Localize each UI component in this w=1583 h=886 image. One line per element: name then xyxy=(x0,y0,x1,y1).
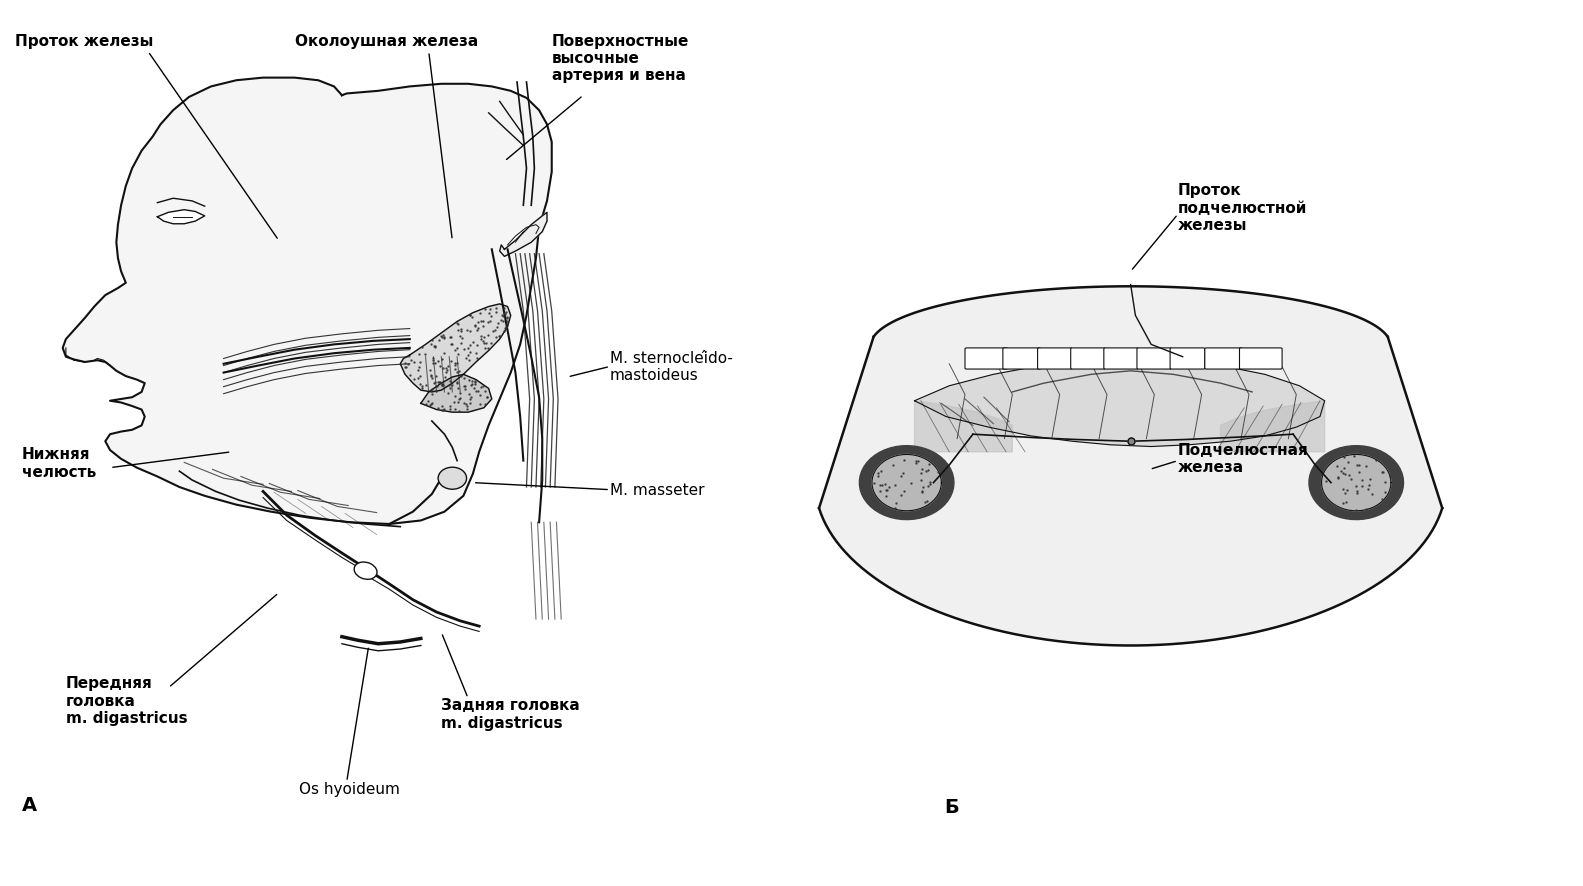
Text: Нижняя
челюсть: Нижняя челюсть xyxy=(22,447,97,480)
Polygon shape xyxy=(421,374,492,412)
FancyBboxPatch shape xyxy=(1239,348,1282,369)
Text: M. masseter: M. masseter xyxy=(609,483,704,498)
Text: Подчелюстная
железа: Подчелюстная железа xyxy=(1178,443,1309,476)
Text: M. sternocleîdo-
mastoideus: M. sternocleîdo- mastoideus xyxy=(609,351,733,383)
FancyBboxPatch shape xyxy=(1070,348,1105,369)
Polygon shape xyxy=(872,455,942,511)
Text: Околоушная железа: Околоушная железа xyxy=(294,34,478,49)
Polygon shape xyxy=(400,304,511,392)
Text: Проток
подчелюстной
железы: Проток подчелюстной железы xyxy=(1178,183,1308,233)
Polygon shape xyxy=(915,357,1325,447)
Polygon shape xyxy=(860,446,955,519)
Text: А: А xyxy=(22,796,36,815)
Polygon shape xyxy=(1309,446,1404,519)
Text: Поверхностные
высочные
артерия и вена: Поверхностные высочные артерия и вена xyxy=(552,34,689,83)
Polygon shape xyxy=(63,78,552,524)
Ellipse shape xyxy=(355,562,377,579)
Polygon shape xyxy=(1322,455,1391,511)
Polygon shape xyxy=(157,210,204,224)
FancyBboxPatch shape xyxy=(1103,348,1138,369)
Text: Б: Б xyxy=(945,797,959,817)
Text: Задняя головка
m. digastricus: Задняя головка m. digastricus xyxy=(442,698,579,731)
FancyBboxPatch shape xyxy=(1137,348,1171,369)
FancyBboxPatch shape xyxy=(1170,348,1205,369)
Polygon shape xyxy=(818,286,1442,646)
Text: Os hyoideum: Os hyoideum xyxy=(299,782,400,797)
FancyBboxPatch shape xyxy=(966,348,1008,369)
Text: Передняя
головка
m. digastricus: Передняя головка m. digastricus xyxy=(66,676,187,727)
FancyBboxPatch shape xyxy=(1205,348,1243,369)
Polygon shape xyxy=(1220,400,1325,452)
Ellipse shape xyxy=(438,467,467,489)
Polygon shape xyxy=(500,213,548,256)
Text: Проток железы: Проток железы xyxy=(16,34,154,49)
FancyBboxPatch shape xyxy=(1004,348,1040,369)
FancyBboxPatch shape xyxy=(1037,348,1072,369)
Polygon shape xyxy=(915,400,1013,452)
